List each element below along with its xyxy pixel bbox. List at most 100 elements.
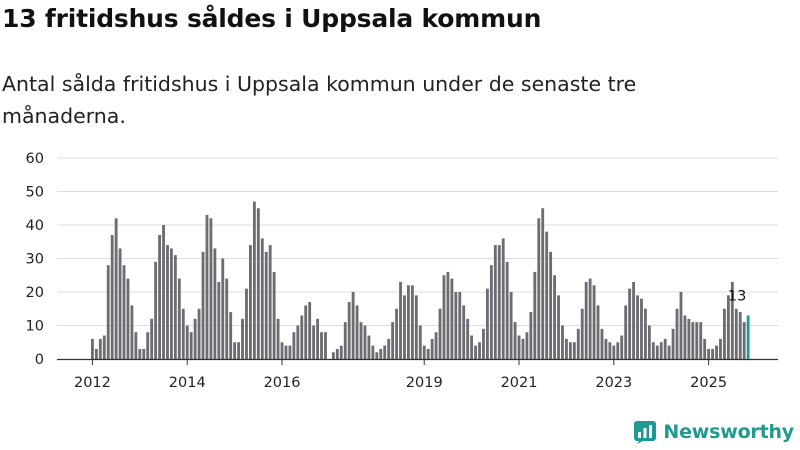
y-tick-label: 60	[26, 151, 44, 167]
bar	[379, 348, 383, 359]
y-tick-label: 30	[26, 252, 44, 268]
bar	[584, 281, 588, 359]
bar	[110, 235, 114, 359]
bar	[667, 345, 671, 359]
bar	[557, 295, 560, 359]
newsworthy-logo-icon	[634, 421, 657, 444]
bar	[256, 208, 260, 359]
bar	[233, 342, 237, 359]
bar	[106, 265, 110, 359]
bar	[316, 318, 319, 359]
bar	[280, 342, 284, 359]
bar-chart: 0 10 20 30 40 50 60 2012 2014 2016 2019 2021 2023 202…	[26, 151, 778, 391]
bar	[245, 288, 248, 359]
bar	[102, 335, 106, 359]
bar	[497, 245, 501, 359]
bar	[683, 315, 687, 359]
bar	[363, 325, 367, 359]
bar	[723, 308, 726, 359]
bar	[217, 281, 221, 359]
bar	[426, 348, 430, 359]
bar	[568, 342, 572, 359]
bar	[703, 338, 707, 359]
bar	[454, 292, 458, 359]
bar	[604, 338, 608, 359]
bar	[375, 352, 379, 359]
bar	[699, 322, 703, 359]
bar	[268, 245, 272, 359]
bar	[284, 345, 288, 359]
bar	[213, 248, 217, 359]
bar	[663, 338, 667, 359]
bar	[264, 251, 268, 359]
bar	[730, 281, 734, 359]
bar	[529, 312, 533, 359]
bar	[304, 305, 308, 359]
bar	[640, 298, 643, 359]
bar	[715, 345, 718, 359]
bar	[324, 332, 327, 359]
bar	[134, 332, 138, 359]
bar	[197, 308, 201, 359]
bar	[260, 238, 264, 359]
bar	[422, 345, 426, 359]
bar	[296, 325, 300, 359]
bar	[335, 348, 339, 359]
bar	[679, 292, 683, 359]
bar	[249, 245, 252, 359]
bar	[707, 348, 711, 359]
bar	[675, 308, 679, 359]
bar	[450, 278, 454, 359]
bar	[189, 332, 193, 359]
bar	[537, 218, 541, 359]
bar	[742, 322, 746, 359]
bar	[438, 308, 442, 359]
bar	[94, 348, 98, 359]
brand-name: Newsworthy	[663, 421, 794, 443]
x-tick-label: 2025	[690, 375, 727, 391]
bar	[628, 288, 632, 359]
bar	[647, 325, 651, 359]
bar	[355, 305, 359, 359]
bar	[442, 275, 446, 359]
bar	[505, 261, 509, 359]
bar	[636, 295, 639, 359]
x-tick-label: 2016	[264, 375, 301, 391]
bar	[565, 338, 568, 359]
y-tick-label: 40	[26, 218, 44, 234]
bar	[458, 292, 462, 359]
latest-value-label: 13	[728, 288, 746, 304]
bar	[644, 308, 647, 359]
bar	[533, 271, 537, 359]
x-tick-label: 2021	[501, 375, 538, 391]
x-tick-label: 2019	[406, 375, 443, 391]
bar	[572, 342, 576, 359]
bar	[478, 342, 481, 359]
bar	[711, 348, 714, 359]
bar	[154, 261, 158, 359]
bar	[300, 315, 304, 359]
bar	[580, 308, 584, 359]
bar	[726, 295, 730, 359]
bar	[616, 342, 620, 359]
bar	[576, 328, 580, 359]
bar	[221, 258, 225, 359]
bar	[414, 295, 418, 359]
chart-title: 13 fritidshus såldes i Uppsala kommun	[2, 4, 542, 33]
bar	[205, 214, 209, 359]
bar	[549, 251, 553, 359]
bar	[738, 312, 742, 359]
bar	[150, 318, 154, 359]
bar	[166, 245, 169, 359]
bar	[367, 335, 371, 359]
bar	[339, 345, 343, 359]
chart-subtitle: Antal sålda fritidshus i Uppsala kommun …	[2, 72, 637, 128]
bar	[237, 342, 240, 359]
bar	[596, 305, 600, 359]
bar	[608, 342, 612, 359]
bar	[624, 305, 628, 359]
bar	[418, 325, 422, 359]
bar	[446, 271, 450, 359]
x-tick-label: 2012	[74, 375, 111, 391]
bar	[126, 278, 130, 359]
